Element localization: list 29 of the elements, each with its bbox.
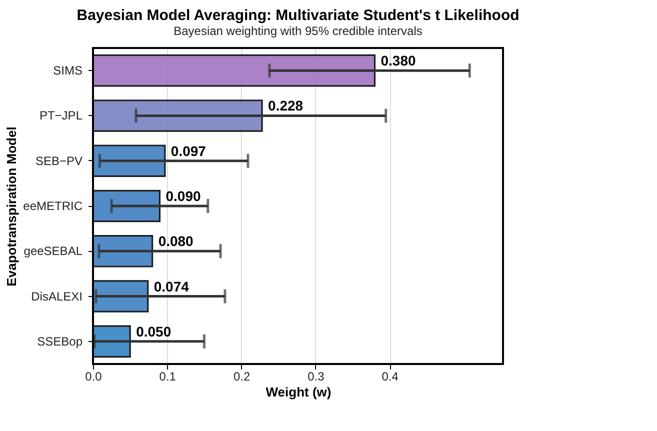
data-label: 0.074 (154, 278, 190, 294)
bar (92, 100, 263, 132)
x-tick-label: 0.4 (382, 370, 399, 384)
bar (92, 190, 161, 222)
chart-subtitle: Bayesian weighting with 95% credible intervals (174, 24, 422, 38)
data-label: 0.090 (166, 188, 201, 204)
x-tick-label: 0.1 (159, 370, 176, 384)
bar (92, 234, 154, 268)
y-tick-label: SSEBop (37, 334, 83, 348)
y-tick-label: PT−JPL (39, 108, 83, 123)
bar (92, 325, 131, 358)
data-label: 0.380 (380, 52, 416, 69)
data-label: 0.080 (158, 233, 194, 250)
x-tick-label: 0.2 (233, 370, 250, 384)
x-axis-title: Weight (w) (266, 384, 332, 400)
data-label: 0.050 (136, 323, 172, 340)
data-label: 0.097 (170, 142, 206, 159)
y-tick-label: eeMETRIC (23, 199, 83, 213)
data-label: 0.228 (268, 98, 304, 114)
y-tick-label: DisALEXI (31, 289, 82, 304)
bar (92, 54, 376, 87)
y-tick-label: geeSEBAL (24, 244, 83, 258)
y-axis-title: Evapotranspiration Model (4, 126, 20, 286)
x-tick-label: 0.3 (308, 370, 325, 384)
x-tick-label: 0.0 (85, 370, 102, 384)
y-tick-label: SIMS (53, 64, 82, 78)
bar (92, 144, 166, 178)
y-tick-label: SEB−PV (35, 154, 82, 168)
chart-title: Bayesian Model Averaging: Multivariate Student's t Likelihood (76, 7, 520, 24)
